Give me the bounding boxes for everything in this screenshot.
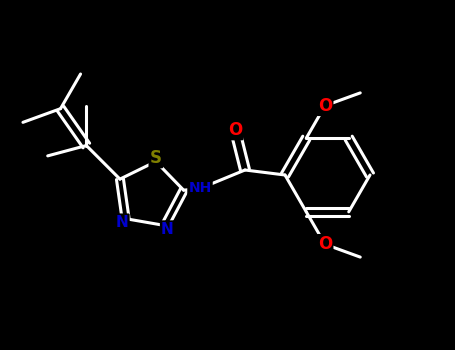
- Text: N: N: [116, 215, 128, 230]
- Text: N: N: [161, 222, 174, 237]
- Text: S: S: [150, 149, 162, 167]
- Text: O: O: [228, 121, 242, 139]
- Text: NH: NH: [188, 181, 212, 195]
- Text: O: O: [318, 235, 332, 253]
- Text: O: O: [318, 97, 332, 115]
